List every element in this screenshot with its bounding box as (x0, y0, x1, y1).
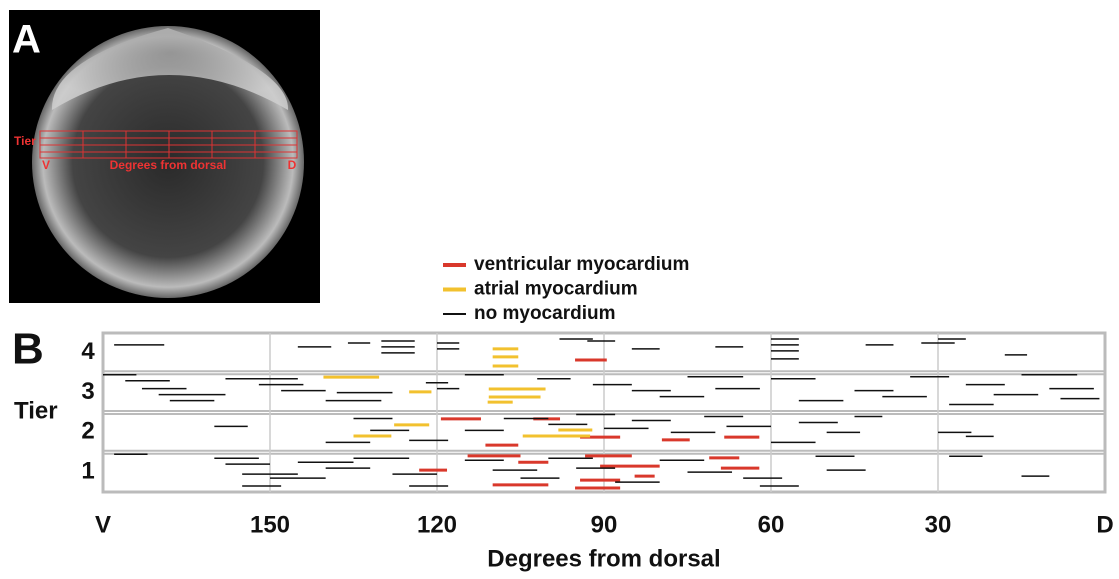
x-tick-label: 150 (250, 511, 290, 538)
tier-label: 2 (81, 418, 94, 445)
legend-label: ventricular myocardium (474, 254, 689, 275)
tier-grid (39, 130, 298, 159)
ventral-label: V (42, 158, 50, 172)
panel-a: A Tier V Degrees from dorsal D (9, 10, 320, 303)
tier-label: 3 (81, 378, 94, 405)
x-axis-label: Degrees from dorsal (487, 545, 720, 572)
embryo (32, 26, 304, 298)
x-tick-label: V (95, 511, 111, 538)
legend-label: no myocardium (474, 303, 615, 324)
x-tick-label: 120 (417, 511, 457, 538)
tier-label: Tier (14, 134, 36, 148)
panel-label: B (12, 325, 44, 374)
tier-label: 1 (81, 457, 94, 484)
embryo-cap (51, 28, 289, 110)
y-axis-label: Tier (14, 397, 58, 424)
x-tick-label: D (1096, 511, 1113, 538)
x-tick-label: 60 (758, 511, 785, 538)
legend-label: atrial myocardium (474, 279, 638, 300)
x-tick-label: 30 (925, 511, 952, 538)
x-tick-label: 90 (591, 511, 618, 538)
panel-label: A (12, 18, 41, 62)
axis-label: Degrees from dorsal (110, 158, 227, 172)
tier-label: 4 (81, 338, 95, 365)
dorsal-label: D (288, 158, 297, 172)
